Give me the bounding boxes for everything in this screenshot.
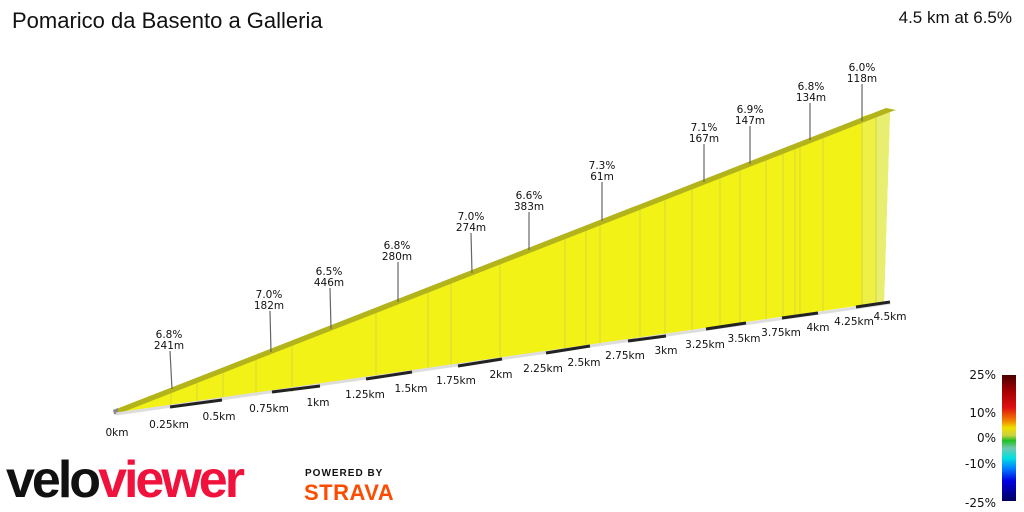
svg-text:147m: 147m bbox=[735, 115, 765, 127]
svg-text:446m: 446m bbox=[314, 277, 344, 289]
svg-text:2.25km: 2.25km bbox=[523, 363, 563, 375]
svg-text:182m: 182m bbox=[254, 300, 284, 312]
svg-text:3.75km: 3.75km bbox=[761, 327, 801, 339]
svg-text:7.0%: 7.0% bbox=[458, 211, 485, 223]
svg-text:7.3%: 7.3% bbox=[589, 160, 616, 172]
segment-dividers bbox=[170, 114, 877, 407]
svg-text:274m: 274m bbox=[456, 222, 486, 234]
profile-top-edge bbox=[114, 108, 896, 414]
svg-text:134m: 134m bbox=[796, 92, 826, 104]
svg-text:1km: 1km bbox=[307, 397, 330, 409]
logo-viewer: viewer bbox=[98, 451, 245, 509]
segment-leader-lines bbox=[169, 84, 863, 390]
svg-text:2.75km: 2.75km bbox=[605, 350, 645, 362]
segment-labels: 6.8% 241m 7.0% 182m 6.5% 446m 6.8% 280m … bbox=[154, 62, 877, 352]
km-baseline-dashes bbox=[169, 300, 891, 409]
powered-by-label: POWERED BY bbox=[305, 468, 384, 479]
svg-text:3.5km: 3.5km bbox=[727, 333, 760, 345]
veloviewer-logo[interactable]: veloviewer bbox=[6, 451, 245, 509]
climb-summary: 4.5 km at 6.5% bbox=[898, 8, 1012, 27]
strava-logo[interactable]: STRAVA bbox=[304, 480, 395, 505]
svg-text:0km: 0km bbox=[106, 427, 129, 439]
legend-label-min: -25% bbox=[964, 496, 996, 510]
svg-text:1.75km: 1.75km bbox=[436, 375, 476, 387]
svg-text:4.5km: 4.5km bbox=[873, 311, 906, 323]
legend-label-0: 0% bbox=[976, 431, 996, 445]
logo-velo: velo bbox=[6, 451, 101, 509]
svg-text:118m: 118m bbox=[847, 73, 877, 85]
svg-text:1.25km: 1.25km bbox=[345, 389, 385, 401]
svg-text:4.25km: 4.25km bbox=[834, 316, 874, 328]
svg-text:6.5%: 6.5% bbox=[316, 266, 343, 278]
svg-text:2km: 2km bbox=[490, 369, 513, 381]
svg-text:3km: 3km bbox=[655, 345, 678, 357]
km-axis-labels: 0km 0.25km 0.5km 0.75km 1km 1.25km 1.5km… bbox=[106, 311, 907, 439]
svg-text:383m: 383m bbox=[514, 201, 544, 213]
svg-text:280m: 280m bbox=[382, 251, 412, 263]
grade-color-legend: 25% 10% 0% -10% -25% bbox=[960, 368, 1024, 512]
grade-color-bar bbox=[1002, 375, 1016, 501]
svg-text:6.8%: 6.8% bbox=[384, 240, 411, 252]
svg-text:6.0%: 6.0% bbox=[849, 62, 876, 74]
svg-text:0.5km: 0.5km bbox=[202, 411, 235, 423]
svg-text:0.25km: 0.25km bbox=[149, 419, 189, 431]
svg-text:6.8%: 6.8% bbox=[798, 81, 825, 93]
legend-label-10: 10% bbox=[969, 406, 996, 420]
svg-text:61m: 61m bbox=[590, 171, 614, 183]
svg-text:7.1%: 7.1% bbox=[691, 122, 718, 134]
svg-text:167m: 167m bbox=[689, 133, 719, 145]
svg-text:6.6%: 6.6% bbox=[516, 190, 543, 202]
svg-text:4km: 4km bbox=[807, 322, 830, 334]
legend-label-max: 25% bbox=[969, 368, 996, 382]
elevation-profile: 6.8% 241m 7.0% 182m 6.5% 446m 6.8% 280m … bbox=[106, 62, 907, 439]
page-title: Pomarico da Basento a Galleria bbox=[12, 8, 323, 33]
svg-text:241m: 241m bbox=[154, 340, 184, 352]
svg-text:3.25km: 3.25km bbox=[685, 339, 725, 351]
svg-text:6.9%: 6.9% bbox=[737, 104, 764, 116]
svg-text:1.5km: 1.5km bbox=[394, 383, 427, 395]
legend-label-neg10: -10% bbox=[964, 457, 996, 471]
svg-text:0.75km: 0.75km bbox=[249, 403, 289, 415]
svg-text:2.5km: 2.5km bbox=[567, 357, 600, 369]
svg-text:6.8%: 6.8% bbox=[156, 329, 183, 341]
svg-text:7.0%: 7.0% bbox=[256, 289, 283, 301]
